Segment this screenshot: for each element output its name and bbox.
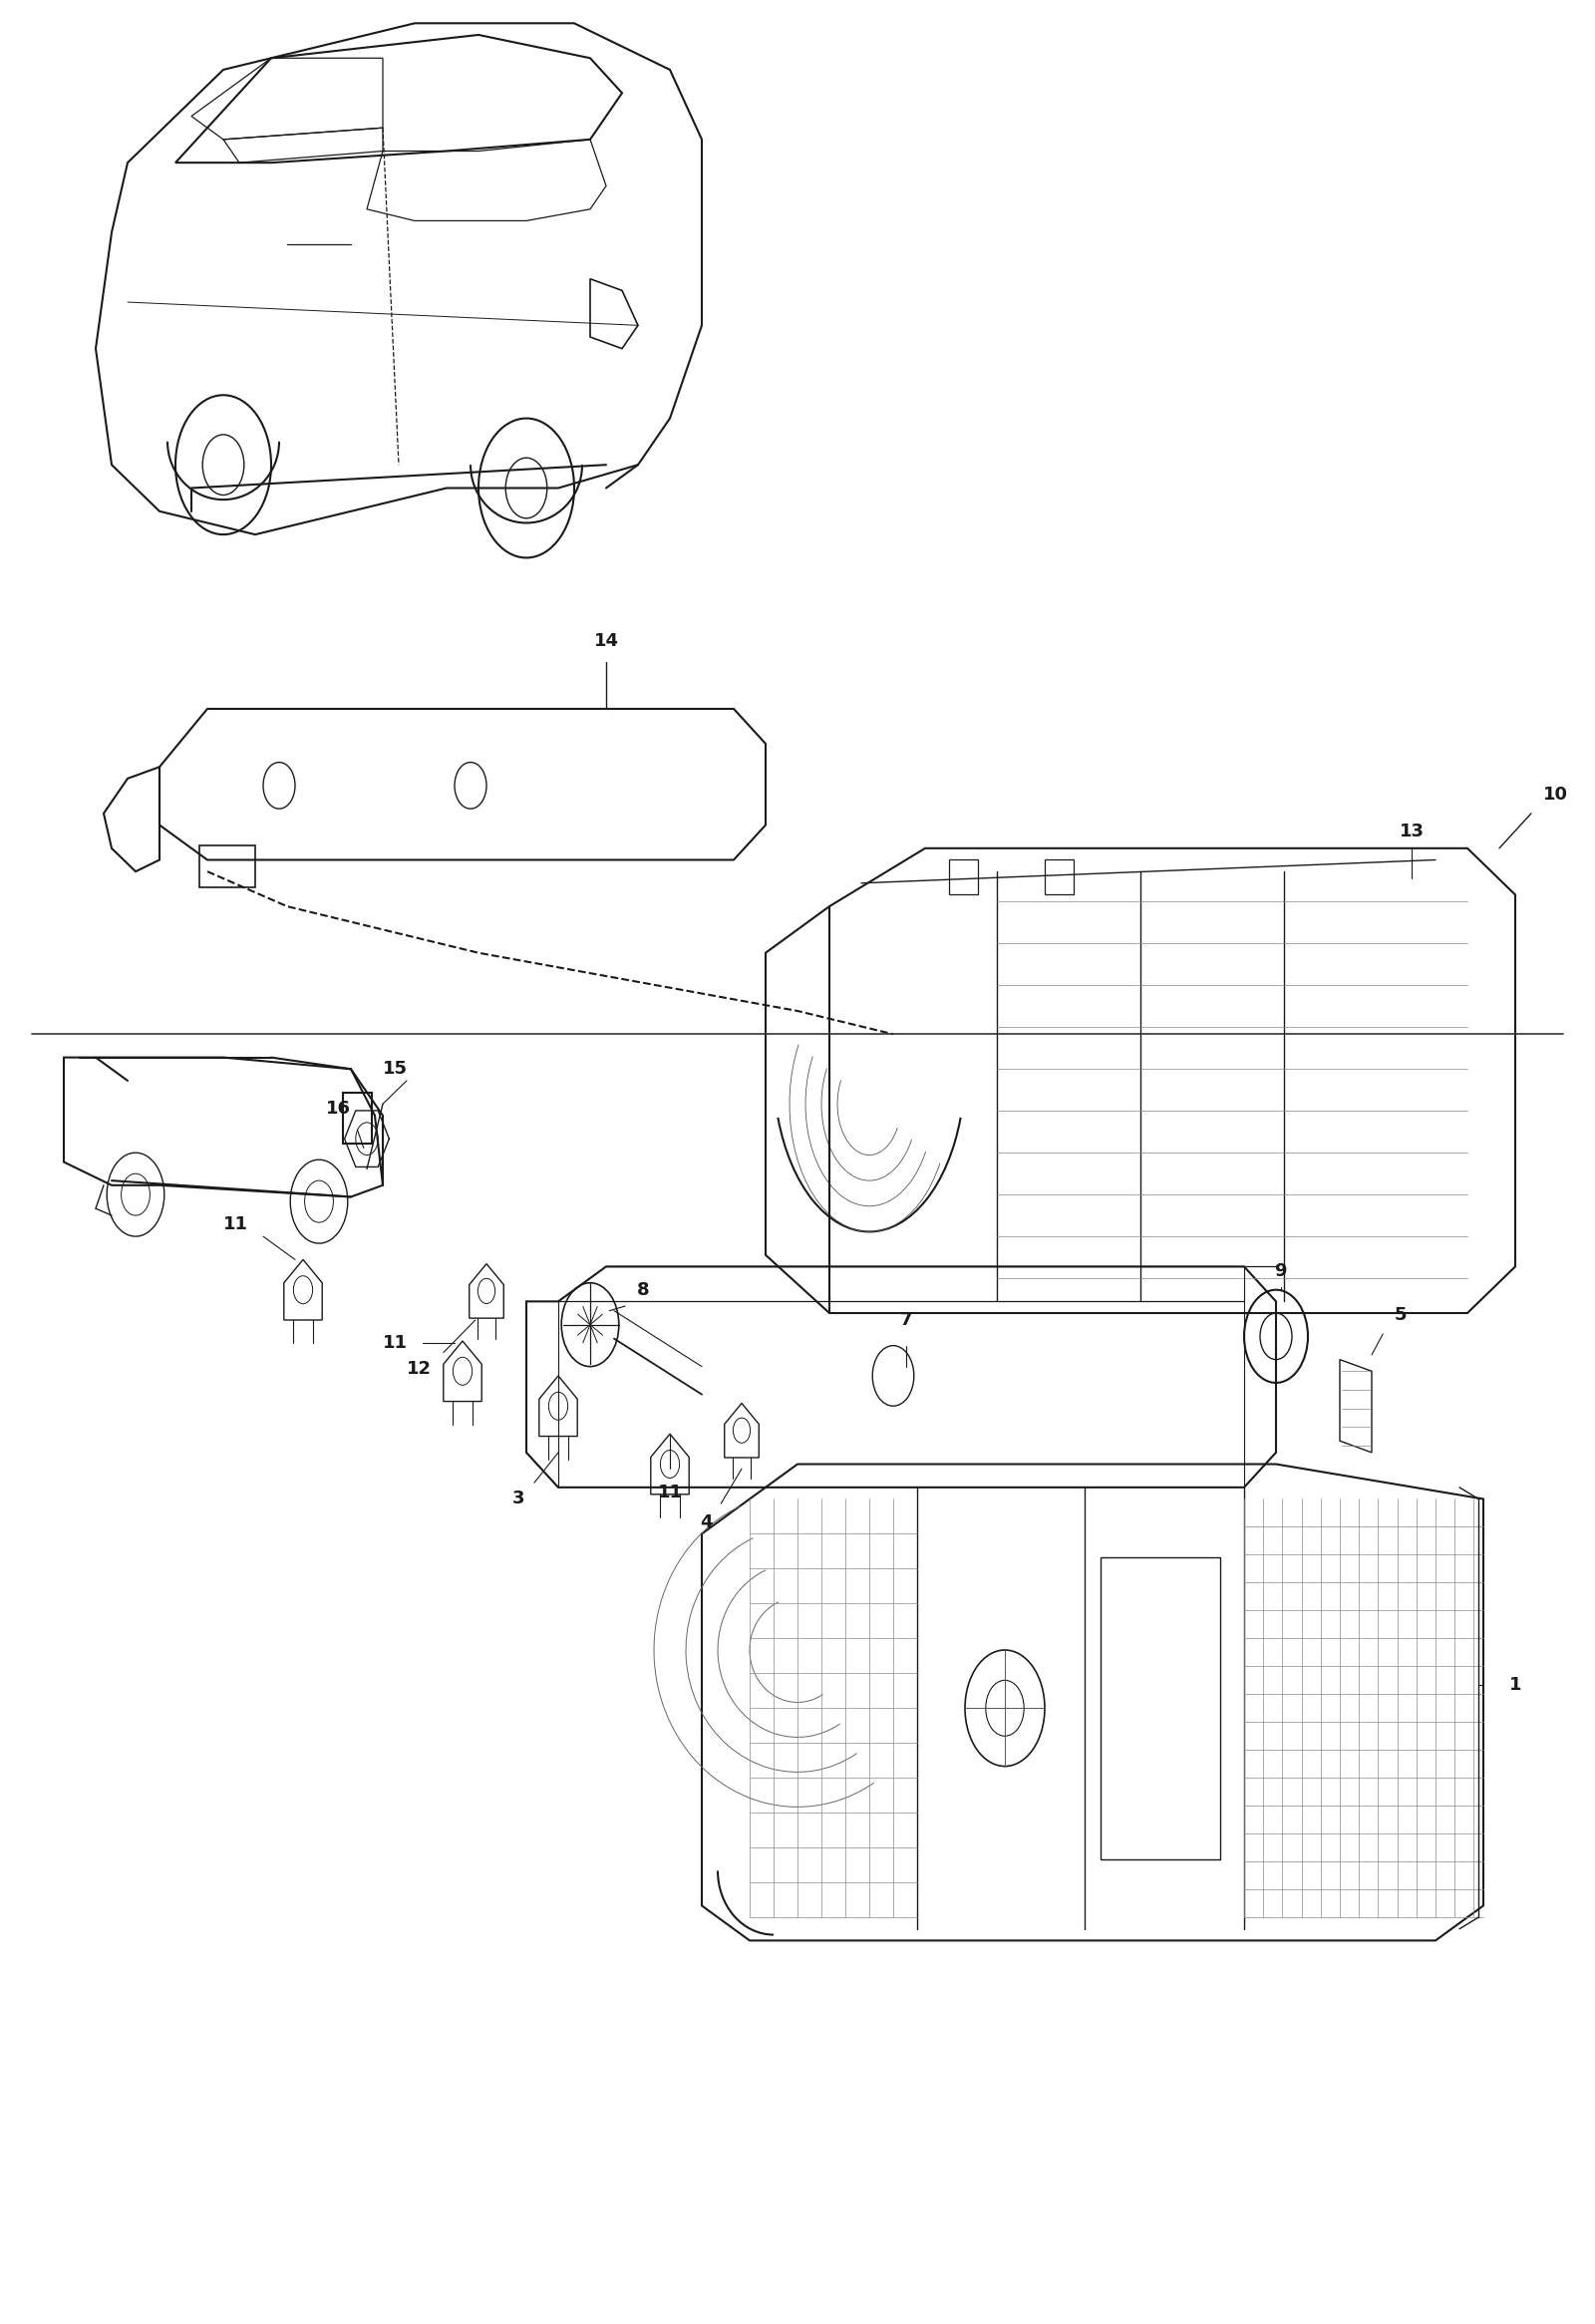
Text: 11: 11	[223, 1215, 249, 1234]
FancyBboxPatch shape	[949, 860, 978, 895]
Text: 4: 4	[700, 1513, 713, 1532]
Text: 11: 11	[657, 1483, 683, 1501]
Text: 3: 3	[512, 1490, 525, 1508]
Text: 16: 16	[325, 1099, 351, 1118]
Text: 7: 7	[900, 1311, 912, 1329]
Text: 8: 8	[636, 1281, 649, 1299]
Text: 13: 13	[1399, 823, 1424, 841]
Text: 10: 10	[1542, 786, 1568, 804]
Text: 11: 11	[383, 1334, 408, 1353]
Text: 12: 12	[407, 1360, 432, 1378]
Text: 5: 5	[1394, 1306, 1407, 1325]
FancyBboxPatch shape	[1101, 1557, 1220, 1859]
Text: 14: 14	[593, 632, 619, 651]
Text: 15: 15	[383, 1060, 408, 1078]
Text: 1: 1	[1509, 1676, 1522, 1694]
FancyBboxPatch shape	[1045, 860, 1073, 895]
Text: 9: 9	[1274, 1262, 1287, 1281]
